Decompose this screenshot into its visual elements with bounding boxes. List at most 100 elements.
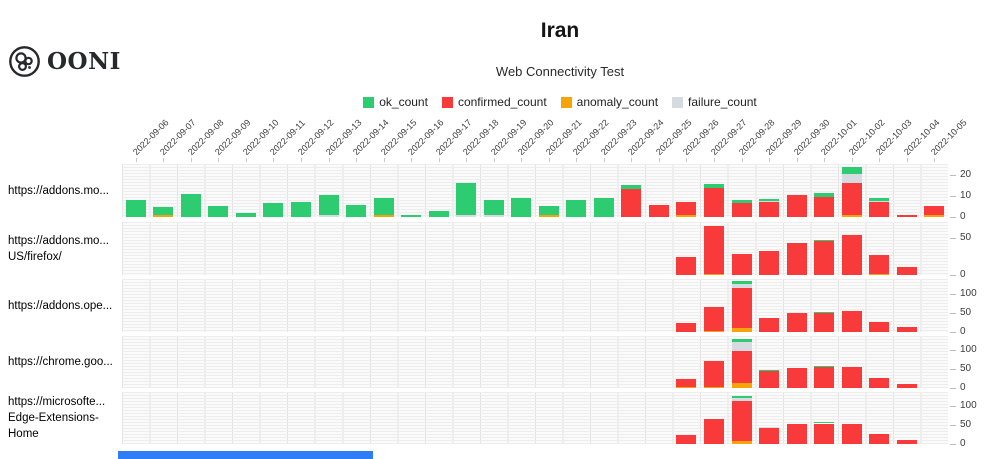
bar-segment-ok_count[interactable]: [814, 240, 835, 242]
bar-segment-confirmed_count[interactable]: [731, 253, 752, 275]
bar-segment-ok_count[interactable]: [125, 200, 146, 217]
legend-item-anomaly_count[interactable]: anomaly_count: [560, 95, 658, 109]
bar-segment-anomaly_count[interactable]: [924, 214, 945, 217]
bar-segment-ok_count[interactable]: [841, 167, 862, 174]
bar-segment-confirmed_count[interactable]: [786, 424, 807, 444]
bar-segment-failure_count[interactable]: [456, 214, 477, 217]
bar-segment-confirmed_count[interactable]: [814, 196, 835, 217]
bar-segment-confirmed_count[interactable]: [896, 440, 917, 444]
bar-segment-confirmed_count[interactable]: [841, 367, 862, 388]
bar-segment-failure_count[interactable]: [731, 342, 752, 352]
bar-segment-confirmed_count[interactable]: [786, 367, 807, 388]
bar-segment-confirmed_count[interactable]: [896, 327, 917, 332]
bar-segment-anomaly_count[interactable]: [703, 274, 724, 275]
bar-segment-confirmed_count[interactable]: [896, 266, 917, 275]
bar-segment-confirmed_count[interactable]: [621, 189, 642, 217]
bar-segment-ok_count[interactable]: [346, 205, 367, 217]
bar-segment-ok_count[interactable]: [731, 339, 752, 343]
bar-segment-confirmed_count[interactable]: [814, 367, 835, 388]
bar-segment-anomaly_count[interactable]: [676, 214, 697, 217]
bar-segment-ok_count[interactable]: [814, 192, 835, 197]
bar-segment-ok_count[interactable]: [373, 197, 394, 215]
bar-segment-ok_count[interactable]: [456, 183, 477, 215]
bar-segment-confirmed_count[interactable]: [703, 361, 724, 388]
bar-segment-confirmed_count[interactable]: [786, 242, 807, 275]
bar-segment-failure_count[interactable]: [483, 214, 504, 217]
bar-segment-confirmed_count[interactable]: [759, 428, 780, 444]
bar-segment-ok_count[interactable]: [180, 193, 201, 217]
bar-segment-confirmed_count[interactable]: [896, 214, 917, 217]
bar-segment-confirmed_count[interactable]: [703, 307, 724, 331]
bar-segment-ok_count[interactable]: [593, 197, 614, 217]
bar-segment-confirmed_count[interactable]: [841, 183, 862, 215]
bar-segment-anomaly_count[interactable]: [703, 387, 724, 388]
bar-segment-failure_count[interactable]: [318, 214, 339, 217]
legend-item-ok_count[interactable]: ok_count: [363, 95, 428, 109]
bar-segment-anomaly_count[interactable]: [731, 383, 752, 388]
bar-segment-ok_count[interactable]: [814, 422, 835, 424]
bar-segment-ok_count[interactable]: [814, 365, 835, 368]
bar-segment-confirmed_count[interactable]: [869, 202, 890, 217]
bar-segment-ok_count[interactable]: [814, 311, 835, 313]
horizontal-scrollbar-thumb[interactable]: [118, 451, 373, 459]
bar-segment-confirmed_count[interactable]: [676, 322, 697, 332]
bar-segment-confirmed_count[interactable]: [731, 351, 752, 384]
bar-segment-ok_count[interactable]: [566, 200, 587, 217]
bar-segment-ok_count[interactable]: [621, 185, 642, 190]
bar-segment-ok_count[interactable]: [869, 197, 890, 202]
bar-segment-ok_count[interactable]: [759, 370, 780, 371]
bar-segment-confirmed_count[interactable]: [814, 241, 835, 275]
bar-segment-confirmed_count[interactable]: [869, 255, 890, 275]
legend-item-confirmed_count[interactable]: confirmed_count: [441, 95, 547, 109]
bar-segment-confirmed_count[interactable]: [924, 206, 945, 215]
bar-segment-confirmed_count[interactable]: [703, 188, 724, 217]
bar-segment-ok_count[interactable]: [511, 197, 532, 217]
bar-segment-ok_count[interactable]: [318, 194, 339, 215]
bar-segment-anomaly_count[interactable]: [731, 440, 752, 444]
bar-segment-confirmed_count[interactable]: [731, 288, 752, 329]
bar-segment-anomaly_count[interactable]: [153, 214, 174, 217]
bar-segment-confirmed_count[interactable]: [759, 250, 780, 275]
bar-segment-confirmed_count[interactable]: [786, 194, 807, 217]
bar-segment-ok_count[interactable]: [483, 200, 504, 215]
bar-segment-confirmed_count[interactable]: [759, 370, 780, 388]
bar-segment-confirmed_count[interactable]: [869, 321, 890, 332]
bar-segment-ok_count[interactable]: [731, 200, 752, 204]
bar-segment-confirmed_count[interactable]: [869, 378, 890, 388]
bar-segment-ok_count[interactable]: [731, 281, 752, 285]
bar-segment-confirmed_count[interactable]: [841, 235, 862, 275]
bar-segment-failure_count[interactable]: [841, 173, 862, 184]
bar-segment-ok_count[interactable]: [538, 206, 559, 215]
bar-segment-ok_count[interactable]: [153, 207, 174, 215]
bar-segment-anomaly_count[interactable]: [538, 214, 559, 217]
bar-segment-confirmed_count[interactable]: [731, 401, 752, 441]
bar-segment-ok_count[interactable]: [208, 206, 229, 217]
bar-segment-ok_count[interactable]: [290, 202, 311, 217]
bar-segment-confirmed_count[interactable]: [676, 378, 697, 388]
bar-segment-ok_count[interactable]: [235, 212, 256, 217]
bar-segment-failure_count[interactable]: [869, 201, 890, 203]
bar-segment-failure_count[interactable]: [759, 427, 780, 429]
bar-segment-failure_count[interactable]: [759, 201, 780, 203]
bar-segment-ok_count[interactable]: [263, 203, 284, 217]
bar-segment-ok_count[interactable]: [703, 184, 724, 189]
bar-segment-anomaly_count[interactable]: [841, 214, 862, 217]
bar-segment-confirmed_count[interactable]: [676, 434, 697, 444]
bar-segment-anomaly_count[interactable]: [731, 328, 752, 332]
bar-segment-confirmed_count[interactable]: [786, 312, 807, 332]
bar-segment-ok_count[interactable]: [731, 396, 752, 399]
bar-segment-failure_count[interactable]: [731, 398, 752, 402]
bar-segment-confirmed_count[interactable]: [814, 312, 835, 332]
bar-segment-confirmed_count[interactable]: [841, 424, 862, 444]
bar-segment-failure_count[interactable]: [731, 284, 752, 289]
bar-segment-confirmed_count[interactable]: [703, 418, 724, 444]
bar-segment-confirmed_count[interactable]: [731, 203, 752, 217]
bar-segment-confirmed_count[interactable]: [676, 202, 697, 215]
bar-segment-confirmed_count[interactable]: [648, 205, 669, 217]
bar-segment-anomaly_count[interactable]: [373, 214, 394, 217]
bar-segment-ok_count[interactable]: [428, 210, 449, 217]
bar-segment-confirmed_count[interactable]: [841, 311, 862, 332]
bar-segment-ok_count[interactable]: [401, 214, 422, 217]
bar-segment-anomaly_count[interactable]: [676, 387, 697, 388]
bar-segment-confirmed_count[interactable]: [759, 202, 780, 217]
